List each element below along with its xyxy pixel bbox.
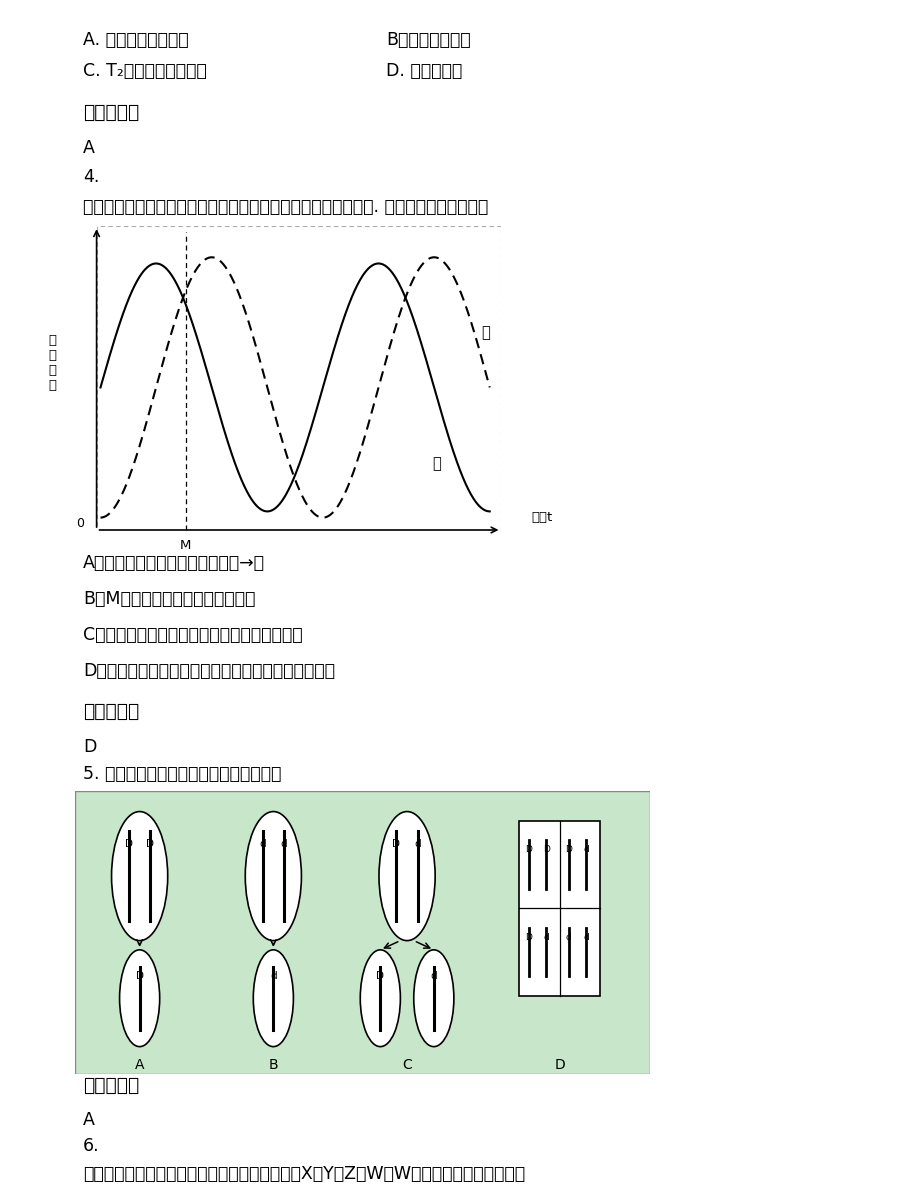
Text: D: D — [146, 838, 154, 849]
Text: D: D — [565, 846, 572, 854]
Text: D．若两种群数量波动幅度减小说明生态系统正在衰退: D．若两种群数量波动幅度减小说明生态系统正在衰退 — [83, 661, 335, 680]
Ellipse shape — [119, 950, 160, 1047]
Text: 0: 0 — [76, 517, 85, 530]
Text: D: D — [83, 737, 96, 756]
Ellipse shape — [379, 811, 435, 941]
Text: D: D — [376, 972, 384, 981]
Text: A: A — [83, 138, 95, 157]
Text: d: d — [583, 933, 588, 942]
Text: D: D — [525, 846, 531, 854]
Text: d: d — [565, 933, 571, 942]
Text: C．两个种群数量变化说明了信息传递是双向的: C．两个种群数量变化说明了信息传递是双向的 — [83, 625, 302, 644]
Text: d: d — [430, 972, 437, 981]
Text: 甲: 甲 — [432, 456, 440, 470]
Text: d: d — [583, 846, 588, 854]
Text: d: d — [270, 972, 277, 981]
Bar — [519, 821, 599, 996]
Ellipse shape — [253, 950, 293, 1047]
Text: 5. 下图能正确表示基因分离定律实质的是: 5. 下图能正确表示基因分离定律实质的是 — [83, 765, 281, 784]
Text: A．两个种群间能量流动方向是甲→乙: A．两个种群间能量流动方向是甲→乙 — [83, 554, 265, 573]
Text: 如图表示人体体温调节示意图，则下列关于图中X、Y、Z、W（W为虚线框部分）所示结构: 如图表示人体体温调节示意图，则下列关于图中X、Y、Z、W（W为虚线框部分）所示结… — [83, 1165, 525, 1184]
Text: D: D — [525, 933, 531, 942]
Text: D: D — [125, 838, 133, 849]
Text: A: A — [135, 1058, 144, 1072]
Ellipse shape — [111, 811, 167, 941]
Text: B．M时甲种群的出生率小于死亡率: B．M时甲种群的出生率小于死亡率 — [83, 590, 255, 609]
Text: D: D — [392, 838, 400, 849]
Text: 6.: 6. — [83, 1136, 99, 1155]
Text: D: D — [542, 846, 549, 854]
Text: D: D — [135, 972, 143, 981]
Ellipse shape — [360, 950, 400, 1047]
Text: 时间t: 时间t — [530, 511, 552, 524]
Text: B: B — [268, 1058, 278, 1072]
Text: D. 蟑螂与黄雀: D. 蟑螂与黄雀 — [386, 62, 462, 81]
Text: 4.: 4. — [83, 168, 99, 187]
Ellipse shape — [414, 950, 453, 1047]
Text: C: C — [402, 1058, 412, 1072]
Text: M: M — [180, 540, 191, 553]
Text: d: d — [414, 838, 421, 849]
Text: d: d — [543, 933, 549, 942]
Text: A: A — [83, 1110, 95, 1129]
Ellipse shape — [245, 811, 301, 941]
FancyBboxPatch shape — [96, 226, 501, 530]
Text: 相
对
数
量: 相 对 数 量 — [48, 333, 56, 392]
Text: C. T₂噬菌体与大肠杆菌: C. T₂噬菌体与大肠杆菌 — [83, 62, 207, 81]
Text: 乙: 乙 — [481, 325, 489, 341]
Text: d: d — [280, 838, 287, 849]
Text: 参考答案：: 参考答案： — [83, 102, 139, 121]
Text: 参考答案：: 参考答案： — [83, 1075, 139, 1095]
Text: 下图表示某生态系统中甲、乙两种群在一段时间内数量变化情况. 下列有关叙述错误的是: 下图表示某生态系统中甲、乙两种群在一段时间内数量变化情况. 下列有关叙述错误的是 — [83, 198, 487, 217]
Text: B．水葫芦与浮萍: B．水葫芦与浮萍 — [386, 31, 471, 50]
Text: A. 豆科植物与根瘤菌: A. 豆科植物与根瘤菌 — [83, 31, 188, 50]
Text: d: d — [259, 838, 266, 849]
Text: D: D — [553, 1058, 564, 1072]
Text: 参考答案：: 参考答案： — [83, 701, 139, 721]
FancyBboxPatch shape — [75, 791, 650, 1074]
